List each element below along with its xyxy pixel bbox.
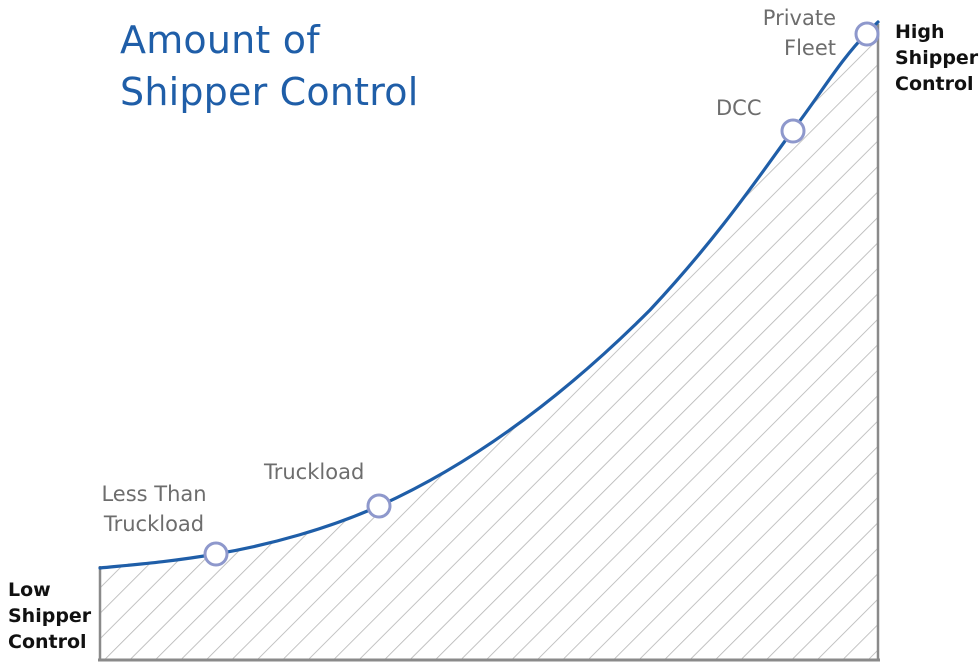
pf-label-line-1: Private — [762, 6, 836, 30]
ltl-label-line-1: Less Than — [101, 482, 207, 506]
low-label-line-1: Low — [8, 579, 51, 601]
pf-label-line-2: Fleet — [784, 36, 836, 60]
low-label-line-3: Control — [8, 631, 87, 653]
marker-dcc — [780, 118, 806, 144]
diagram-title: Amount of Shipper Control — [120, 14, 418, 118]
tl-label-line-1: Truckload — [264, 460, 365, 484]
curve-markers — [203, 21, 880, 567]
high-shipper-control-label: High Shipper Control — [895, 19, 978, 97]
point-label-dcc: DCC — [716, 93, 762, 123]
axes — [98, 24, 880, 662]
title-line-2: Shipper Control — [120, 70, 419, 114]
marker-private-fleet — [854, 21, 880, 47]
title-line-1: Amount of — [120, 18, 320, 62]
high-label-line-3: Control — [895, 73, 974, 95]
marker-truckload — [366, 493, 392, 519]
high-label-line-1: High — [895, 21, 945, 43]
dcc-label-line-1: DCC — [716, 96, 762, 120]
point-label-truckload: Truckload — [264, 457, 364, 487]
point-label-private-fleet: Private Fleet — [746, 3, 836, 63]
high-label-line-2: Shipper — [895, 47, 979, 69]
ltl-label-line-2: Truckload — [103, 512, 205, 536]
low-shipper-control-label: Low Shipper Control — [8, 577, 91, 655]
low-label-line-2: Shipper — [8, 605, 92, 627]
point-label-less-than-truckload: Less Than Truckload — [98, 479, 210, 539]
marker-less-than-truckload — [203, 541, 229, 567]
